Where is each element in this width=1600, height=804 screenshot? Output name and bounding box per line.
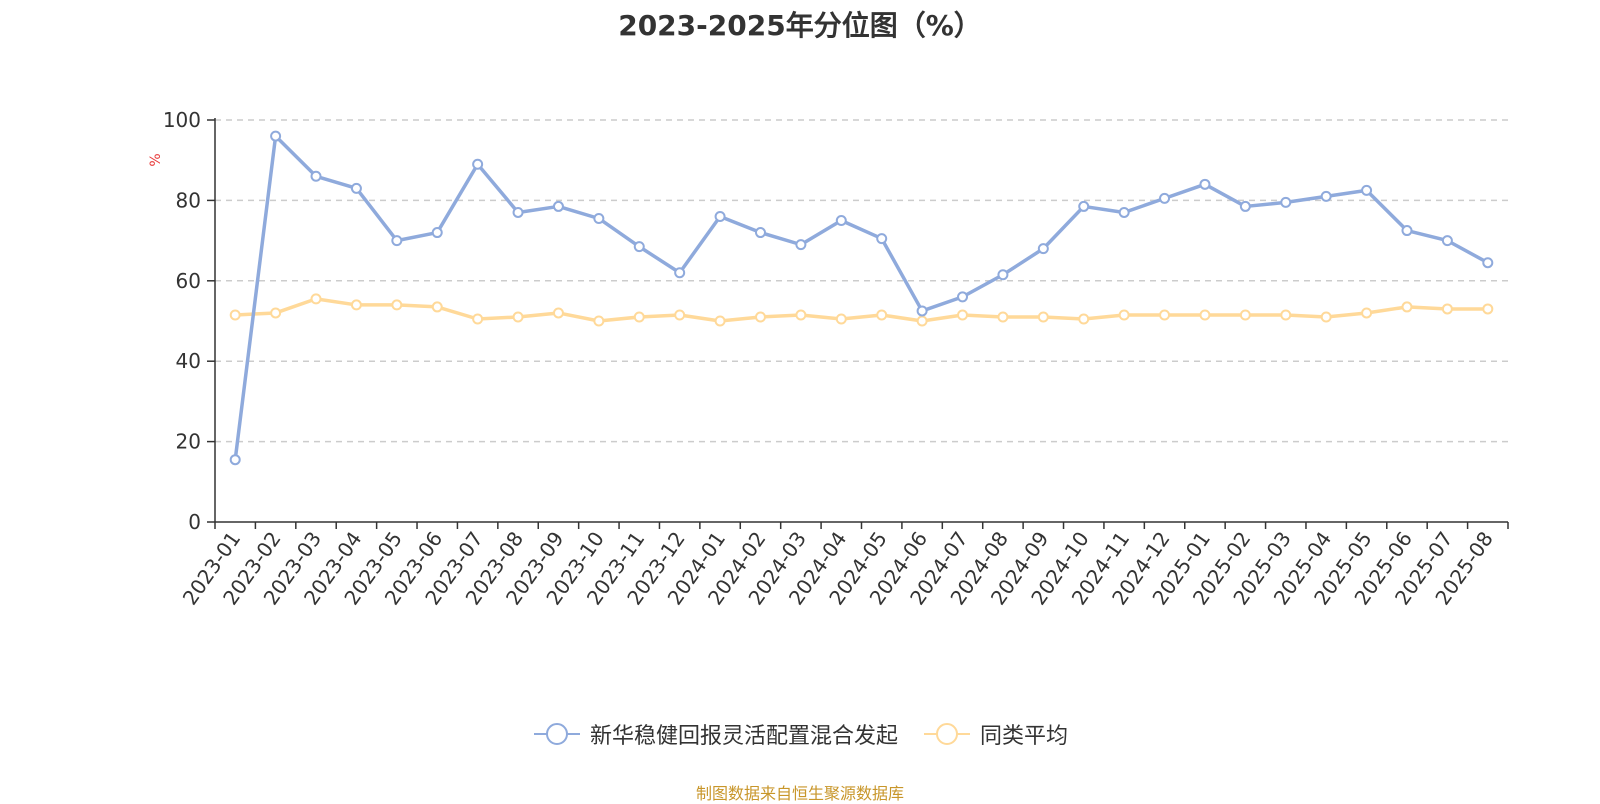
series-2-point-2023-10 [593,315,605,327]
series-2-point-2024-03 [795,309,807,321]
series-2-point-2024-12 [1159,309,1171,321]
series-2-point-2025-07 [1441,303,1453,315]
series-2-point-2024-06 [916,315,928,327]
legend-label-series-1: 新华稳健回报灵活配置混合发起 [589,724,898,749]
y-tick-label-40: 40 [176,349,201,373]
series-1-point-2023-07 [472,158,484,170]
series-2-point-2023-01 [229,309,241,321]
series-2-point-2023-05 [391,299,403,311]
series-1-point-2024-05 [876,233,888,245]
series-2-point-2025-01 [1199,309,1211,321]
series-1-point-2023-02 [270,130,282,142]
series-1-point-2024-10 [1078,200,1090,212]
y-tick-label-0: 0 [188,510,201,534]
series-1-point-2025-08 [1482,257,1494,269]
legend-marker-series-1 [533,723,580,745]
series-2-point-2025-04 [1320,311,1332,323]
series-1-point-2024-06 [916,305,928,317]
axes: 0204060801002023-012023-022023-032023-04… [163,108,1509,609]
series-1-point-2024-03 [795,239,807,251]
series-2-point-2023-04 [350,299,362,311]
series-1-point-2025-07 [1441,235,1453,247]
series-2-point-2025-08 [1482,303,1494,315]
series-1-point-2023-08 [512,206,524,218]
series-2-point-2023-03 [310,293,322,305]
series-2-point-2024-08 [997,311,1009,323]
series-2-point-2023-11 [633,311,645,323]
series-1-point-2023-03 [310,170,322,182]
series-2-point-2023-12 [674,309,686,321]
series-2-point-2024-10 [1078,313,1090,325]
series-1-point-2025-04 [1320,190,1332,202]
series-2-point-2024-05 [876,309,888,321]
series-1-point-2023-06 [431,227,443,239]
legend-item-series-2[interactable]: 同类平均 [922,718,1068,750]
series-line-1 [233,134,1489,460]
series-2-point-2023-02 [270,307,282,319]
series-2-point-2025-02 [1239,309,1251,321]
source-note: 制图数据来自恒生聚源数据库 [695,784,904,803]
series-1-point-2023-11 [633,241,645,253]
series-2-point-2023-08 [512,311,524,323]
series-2-point-2023-09 [552,307,564,319]
y-tick-label-60: 60 [176,269,201,293]
series-2-point-2024-01 [714,315,726,327]
legend-item-series-1[interactable]: 新华稳健回报灵活配置混合发起 [532,718,898,750]
grid-lines [215,119,1508,443]
series-2-point-2024-07 [957,309,969,321]
series-1-point-2024-12 [1159,192,1171,204]
series-1-point-2025-02 [1239,200,1251,212]
series-layer [229,130,1494,466]
series-1-point-2023-05 [391,235,403,247]
series-1-point-2023-04 [350,182,362,194]
series-2-point-2023-06 [431,301,443,313]
y-tick-label-20: 20 [176,430,201,454]
series-2-point-2024-02 [754,311,766,323]
series-1-point-2024-04 [835,215,847,226]
series-1-point-2024-07 [957,291,969,303]
series-1-point-2023-01 [229,454,241,466]
legend: 新华稳健回报灵活配置混合发起 同类平均 [0,718,1600,750]
series-2-point-2025-05 [1361,307,1373,319]
series-1-point-2024-01 [714,210,726,222]
series-2-point-2024-04 [835,313,847,325]
series-1-point-2025-05 [1361,184,1373,196]
series-1-point-2023-10 [593,212,605,224]
series-2-point-2025-03 [1280,309,1292,321]
series-2-point-2024-11 [1118,309,1130,321]
legend-label-series-2: 同类平均 [980,724,1069,749]
series-1-point-2024-02 [754,227,766,239]
y-tick-label-100: 100 [163,108,201,132]
y-tick-label-80: 80 [176,188,201,212]
series-1-point-2025-06 [1401,225,1413,237]
series-1-point-2024-09 [1037,243,1049,255]
y-axis-unit-label: % [148,153,164,166]
chart-title: 2023-2025年分位图（%） [618,9,982,42]
series-2-point-2023-07 [472,313,484,325]
series-line-2 [235,297,1488,323]
legend-marker-series-2 [924,723,970,745]
series-1-point-2023-12 [674,267,686,279]
series-1-point-2024-08 [997,269,1009,281]
series-2-point-2025-06 [1401,301,1413,313]
series-1-point-2024-11 [1118,206,1130,218]
series-1-point-2023-09 [552,200,564,212]
series-2-point-2024-09 [1037,311,1049,323]
series-1-point-2025-01 [1199,178,1211,190]
series-1-point-2025-03 [1280,196,1292,208]
